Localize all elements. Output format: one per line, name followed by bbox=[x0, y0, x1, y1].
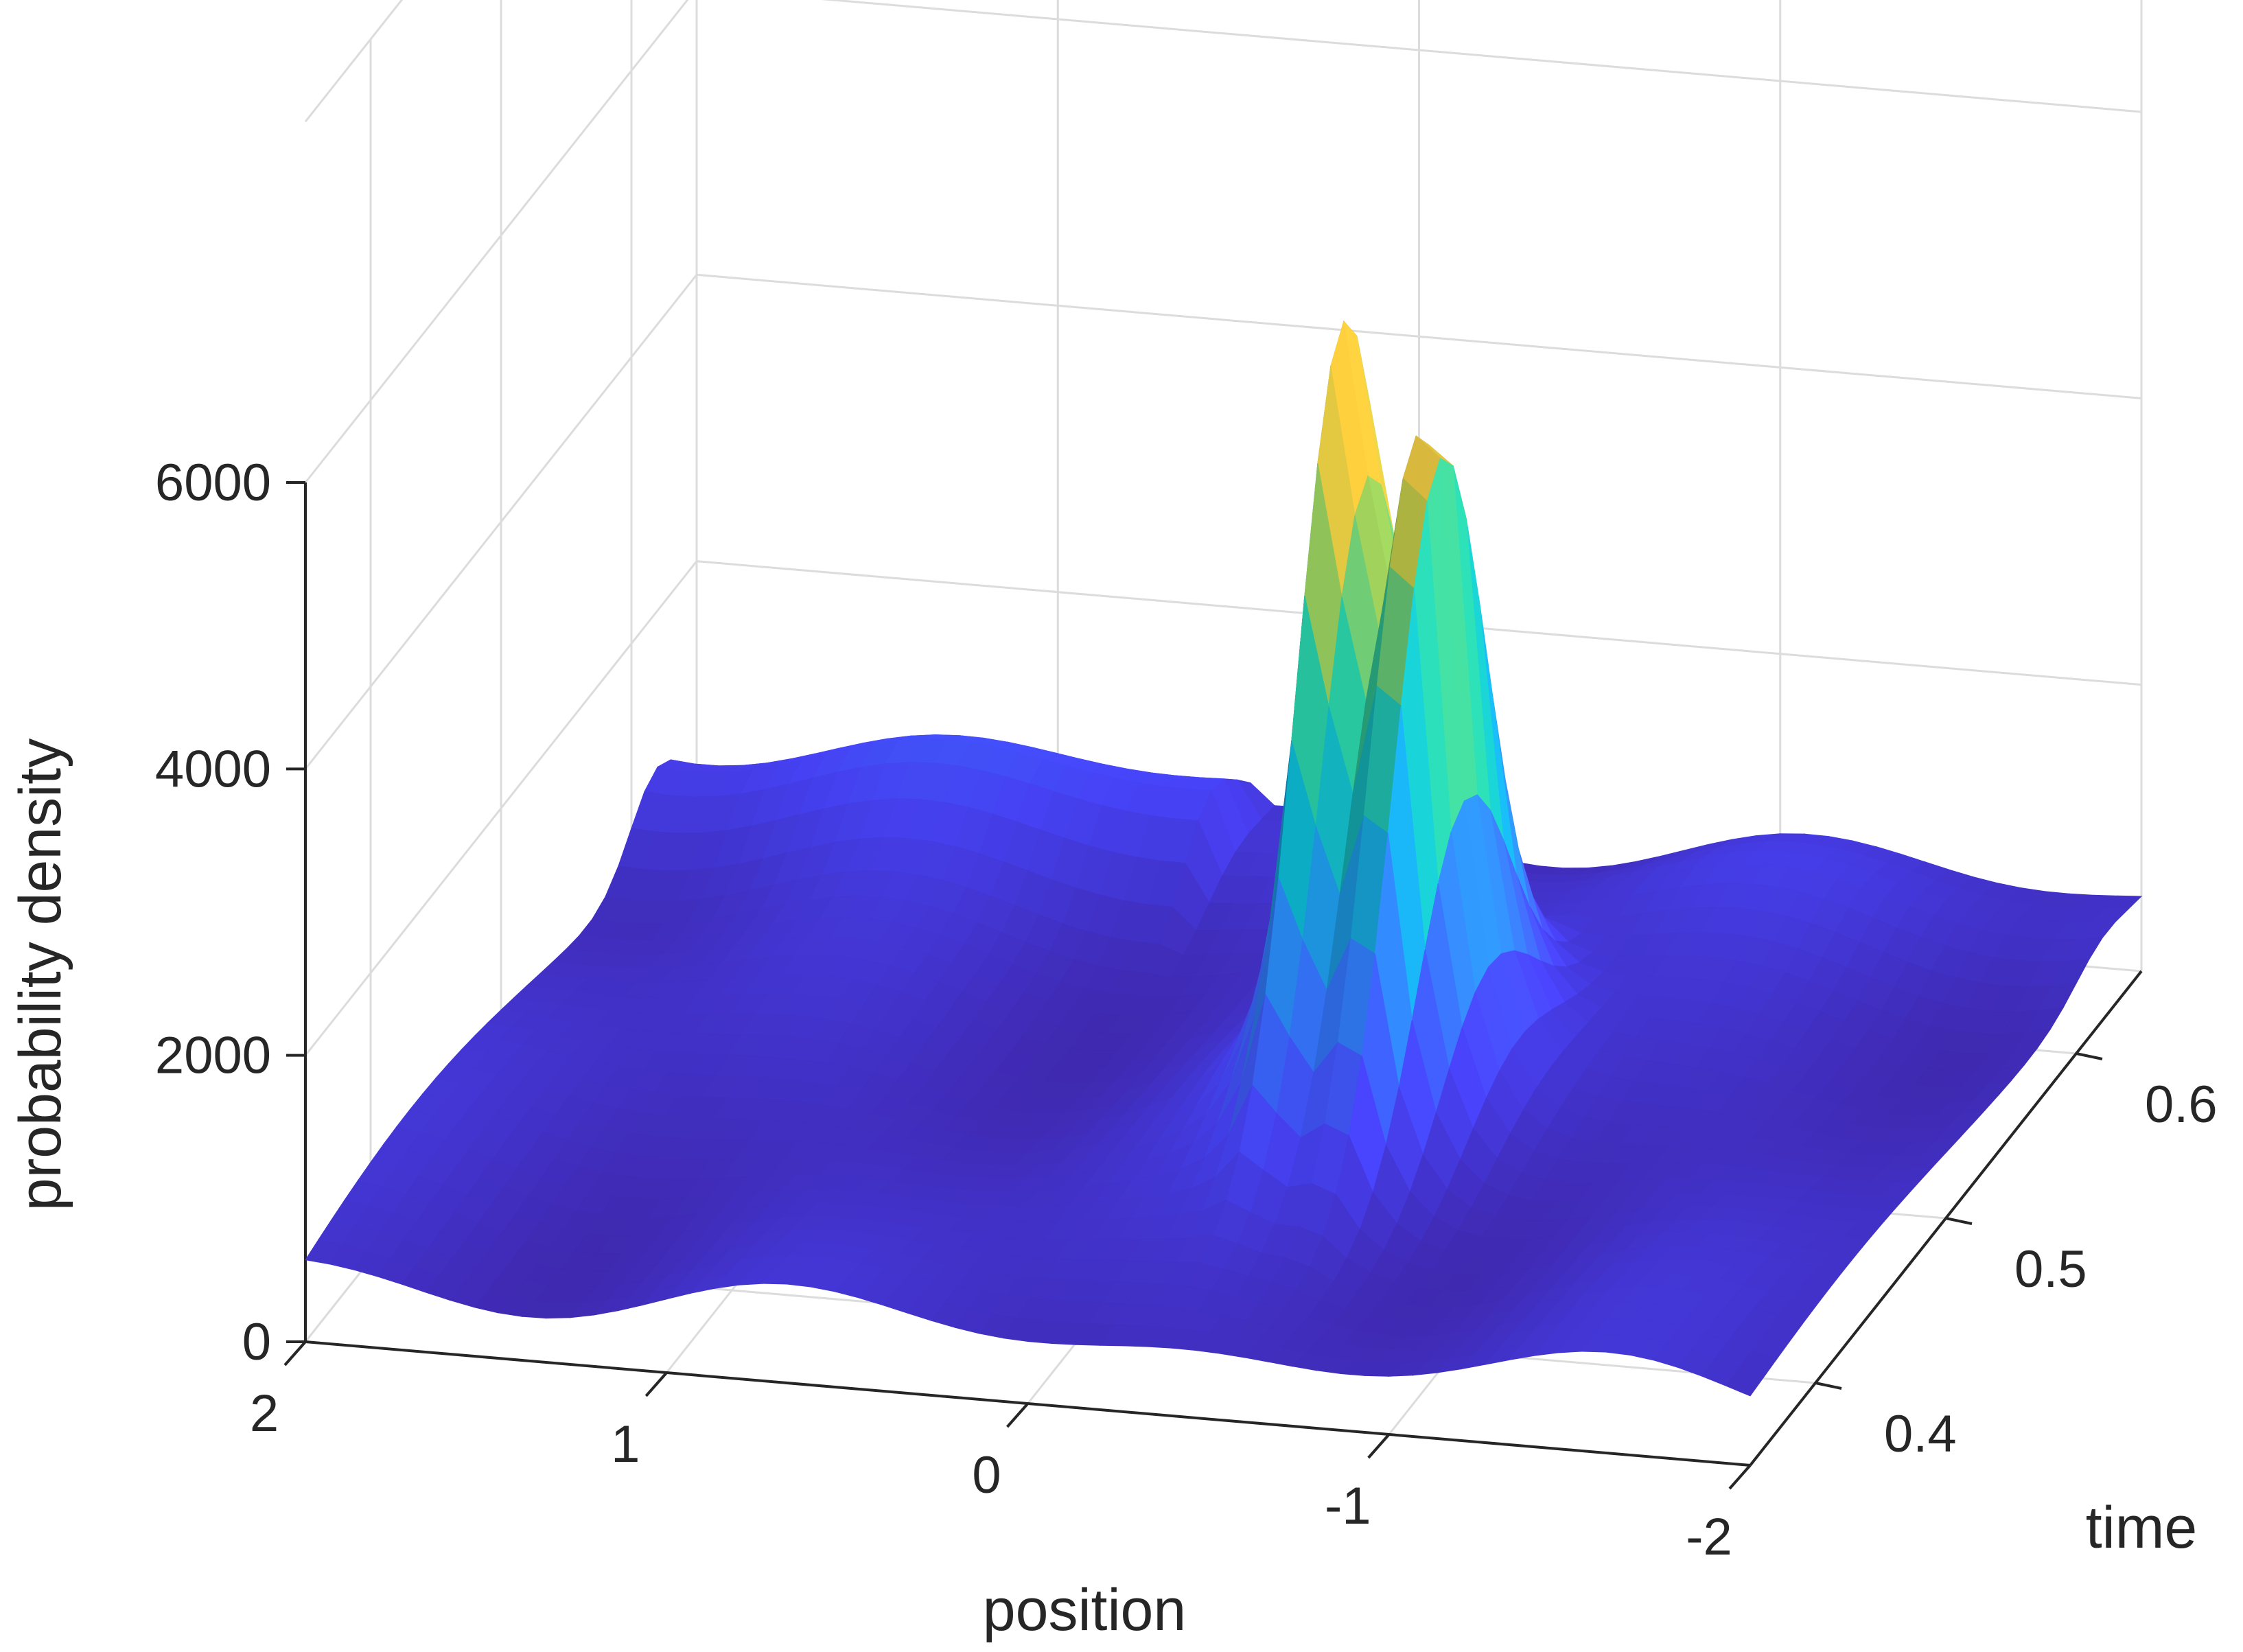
x-tick-label-1: 1 bbox=[611, 1415, 640, 1474]
x-tick-mark-2 bbox=[1006, 1402, 1029, 1428]
y-axis-title: time bbox=[2086, 1495, 2197, 1561]
x-tick-mark-3 bbox=[1367, 1433, 1391, 1459]
back-wall-hgrid-2 bbox=[696, 273, 2142, 399]
x-tick-label-4: -2 bbox=[1686, 1508, 1732, 1566]
x-tick-mark-1 bbox=[644, 1371, 668, 1397]
side-wall-dgrid-1 bbox=[304, 560, 698, 1056]
y-tick-mark-1 bbox=[1945, 1217, 1973, 1225]
surface-cell bbox=[1725, 1367, 1764, 1397]
x-tick-label-0: 2 bbox=[250, 1384, 279, 1443]
y-tick-mark-2 bbox=[2076, 1052, 2103, 1060]
y-tick-label-2: 0.6 bbox=[2145, 1075, 2218, 1134]
side-wall-dgrid-2 bbox=[304, 274, 698, 770]
z-tick-label-0: 0 bbox=[242, 1313, 271, 1371]
x-tick-label-3: -1 bbox=[1325, 1477, 1371, 1535]
y-tick-mark-0 bbox=[1815, 1382, 1842, 1390]
z-tick-label-1: 2000 bbox=[155, 1027, 271, 1085]
z-tick-label-3: 6000 bbox=[155, 454, 271, 512]
side-wall-dgrid-3 bbox=[304, 0, 689, 483]
side-wall-dgrid-4 bbox=[304, 0, 404, 123]
x-tick-mark-4 bbox=[1728, 1464, 1752, 1490]
x-tick-mark-0 bbox=[283, 1340, 307, 1366]
back-wall-hgrid-3 bbox=[821, 0, 2142, 113]
y-tick-label-1: 0.5 bbox=[2014, 1240, 2087, 1299]
x-axis-title: position bbox=[983, 1577, 1186, 1643]
z-axis-title: probability density bbox=[8, 738, 73, 1211]
z-tick-label-2: 4000 bbox=[155, 740, 271, 798]
y-tick-label-0: 0.4 bbox=[1884, 1405, 1957, 1463]
tick-labels: 0 2000 4000 6000 2 1 0 -1 -2 0.4 0.5 0.6 bbox=[155, 454, 2218, 1566]
x-tick-label-2: 0 bbox=[972, 1446, 1001, 1504]
surface bbox=[305, 320, 2143, 1397]
